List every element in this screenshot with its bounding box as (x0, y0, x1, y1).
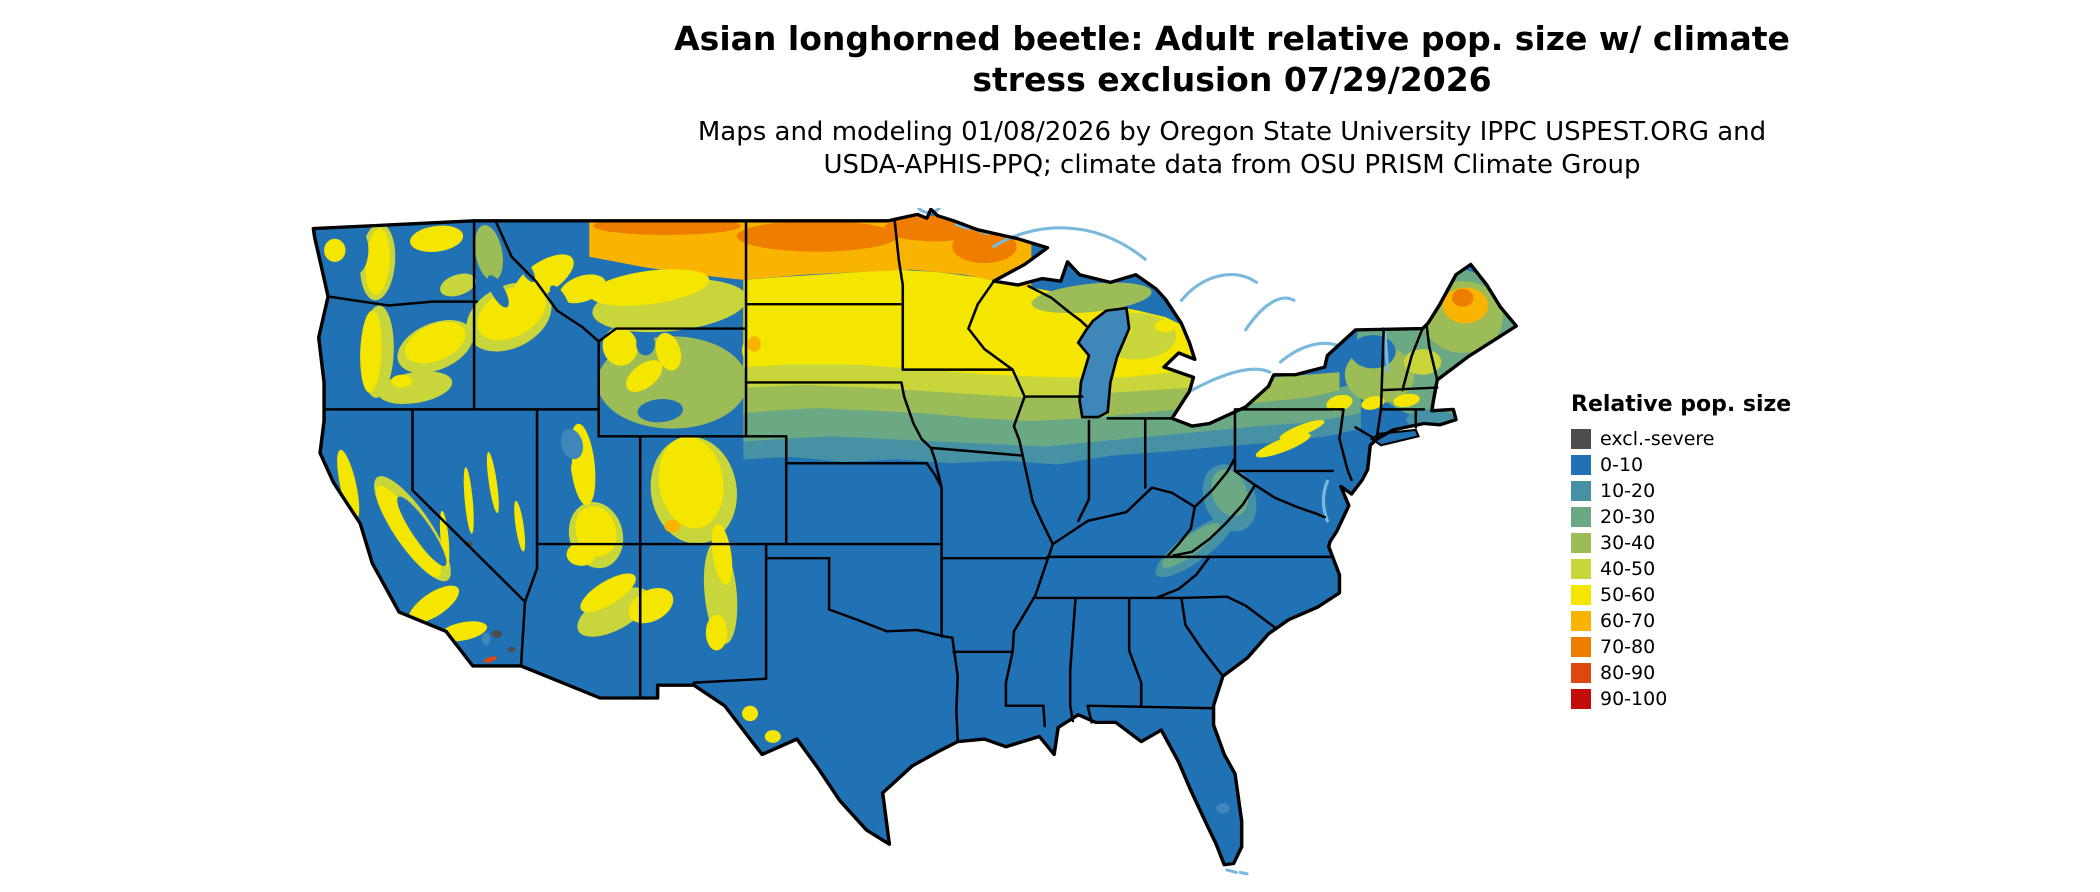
legend-swatch (1571, 559, 1591, 579)
legend-item-label: 10-20 (1600, 480, 1656, 502)
legend-item-label: excl.-severe (1600, 428, 1715, 450)
great-salt-lake (560, 428, 584, 460)
legend-title: Relative pop. size (1571, 392, 1792, 417)
legend-item: 30-40 (1571, 532, 1791, 554)
us-outline (311, 208, 1519, 867)
legend-swatch (1571, 689, 1591, 709)
title-line-1: Asian longhorned beetle: Adult relative … (674, 19, 1790, 58)
title-line-2: stress exclusion 07/29/2026 (972, 60, 1492, 100)
legend-swatch (1571, 611, 1591, 631)
legend-item-label: 40-50 (1600, 558, 1656, 580)
legend-item-label: 50-60 (1600, 584, 1656, 606)
legend-item-label: 80-90 (1600, 662, 1656, 684)
legend-item: 50-60 (1571, 584, 1791, 606)
legend-swatch (1571, 637, 1591, 657)
salton-sea (482, 632, 491, 646)
legend-item: 70-80 (1571, 636, 1791, 658)
legend-item-label: 60-70 (1600, 610, 1656, 632)
legend-item-label: 30-40 (1600, 532, 1656, 554)
lake-okeechobee (1216, 803, 1230, 814)
legend-items: excl.-severe 0-10 10-20 20-30 30-40 40-50 50-6… (1571, 428, 1791, 710)
state-borders (322, 219, 1439, 743)
legend-item: excl.-severe (1571, 428, 1791, 450)
legend: Relative pop. size excl.-severe 0-10 10-20… (1571, 392, 1791, 715)
legend-swatch (1571, 429, 1591, 449)
legend-swatch (1571, 533, 1591, 553)
legend-swatch (1571, 663, 1591, 683)
legend-item-label: 20-30 (1600, 506, 1656, 528)
us-map (311, 208, 1519, 876)
legend-swatch (1571, 455, 1591, 475)
legend-swatch (1571, 481, 1591, 501)
legend-item-label: 0-10 (1600, 454, 1644, 476)
map-fill-layer (313, 209, 1517, 865)
legend-item-label: 90-100 (1600, 688, 1668, 710)
lake-michigan (1076, 306, 1131, 419)
legend-item: 20-30 (1571, 506, 1791, 528)
subtitle-line-2: USDA-APHIS-PPQ; climate data from OSU PR… (823, 150, 1641, 181)
legend-swatch (1571, 507, 1591, 527)
legend-item: 60-70 (1571, 610, 1791, 632)
map-container (308, 208, 1527, 884)
legend-item-label: 70-80 (1600, 636, 1656, 658)
legend-item: 90-100 (1571, 688, 1791, 710)
legend-item: 40-50 (1571, 558, 1791, 580)
page-subtitle: Maps and modeling 01/08/2026 by Oregon S… (698, 116, 1766, 183)
page-title: Asian longhorned beetle: Adult relative … (674, 18, 1790, 101)
legend-item: 0-10 (1571, 454, 1791, 476)
subtitle-line-1: Maps and modeling 01/08/2026 by Oregon S… (697, 117, 1767, 147)
legend-item: 10-20 (1571, 480, 1791, 502)
legend-swatch (1571, 585, 1591, 605)
legend-item: 80-90 (1571, 662, 1791, 684)
